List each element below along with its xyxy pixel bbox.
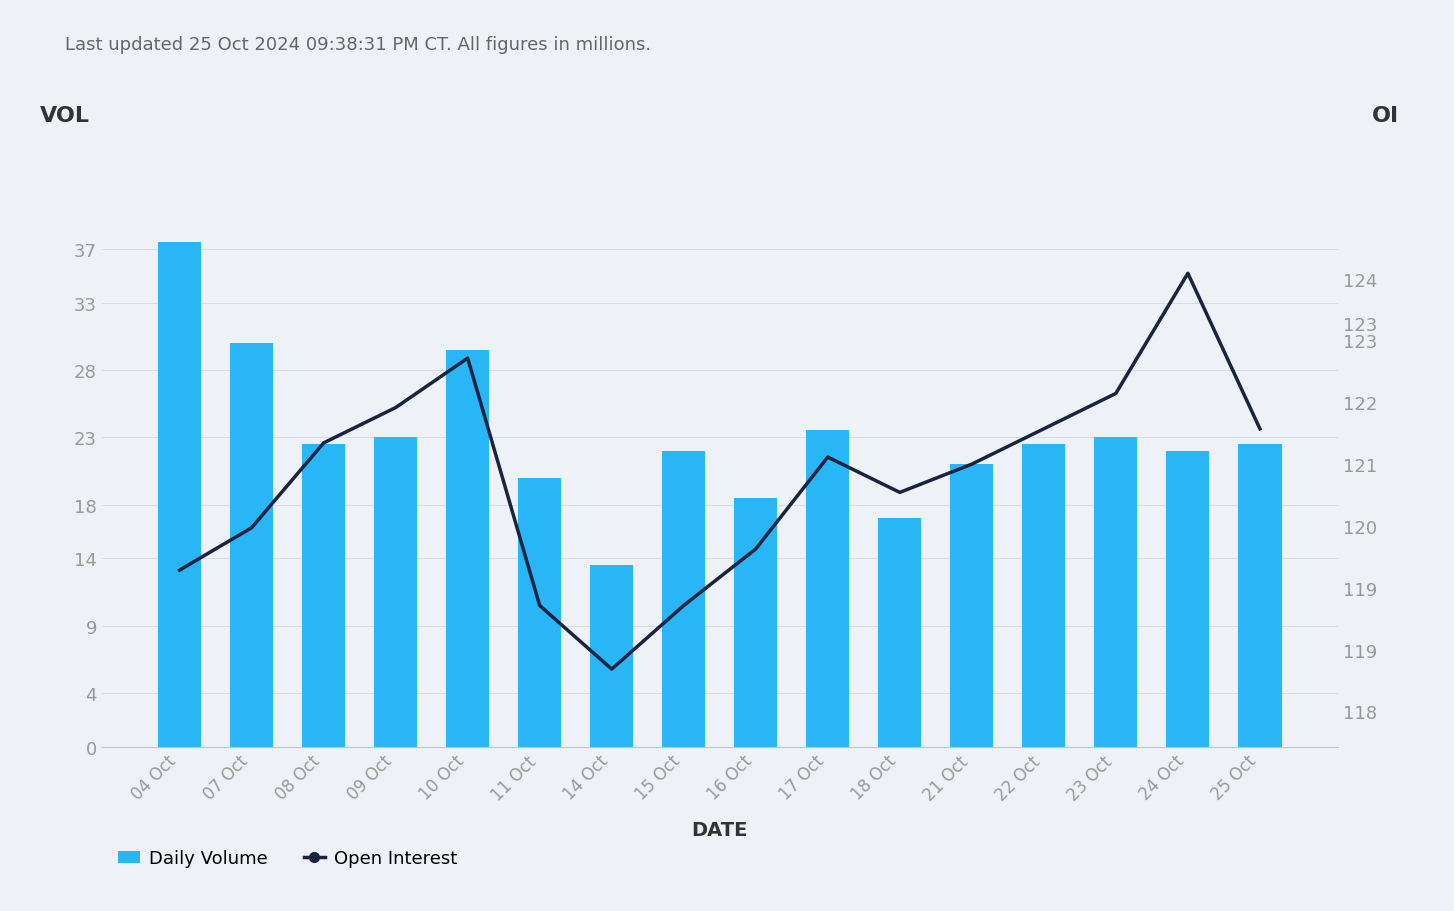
Bar: [1022, 445, 1066, 747]
Bar: [230, 343, 273, 747]
X-axis label: DATE: DATE: [692, 820, 747, 839]
Bar: [878, 518, 922, 747]
Legend: Daily Volume, Open Interest: Daily Volume, Open Interest: [111, 843, 465, 875]
Text: Last updated 25 Oct 2024 09:38:31 PM CT. All figures in millions.: Last updated 25 Oct 2024 09:38:31 PM CT.…: [65, 36, 651, 55]
Bar: [734, 498, 778, 747]
Text: VOL: VOL: [41, 106, 90, 126]
Bar: [446, 351, 489, 747]
Bar: [806, 431, 849, 747]
Bar: [1166, 451, 1210, 747]
Bar: [662, 451, 705, 747]
Bar: [374, 437, 417, 747]
Bar: [1239, 445, 1281, 747]
Bar: [518, 478, 561, 747]
Bar: [1095, 437, 1137, 747]
Bar: [302, 445, 345, 747]
Text: OI: OI: [1373, 106, 1399, 126]
Bar: [590, 566, 634, 747]
Bar: [951, 465, 993, 747]
Bar: [158, 242, 201, 747]
